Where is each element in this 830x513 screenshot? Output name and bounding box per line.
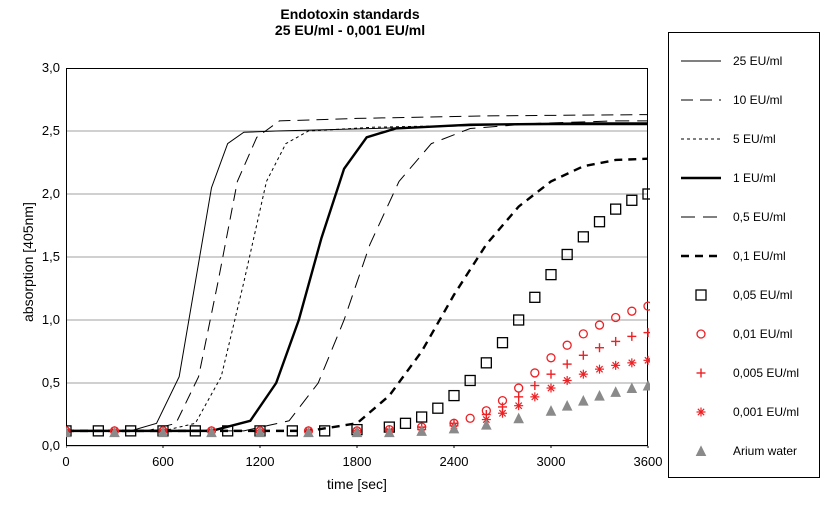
legend-item-s005: 0,05 EU/ml: [679, 275, 809, 314]
series-s001: [66, 302, 650, 435]
series-s10: [66, 115, 648, 431]
legend-item-s0001: 0,001 EU/ml: [679, 393, 809, 432]
y-tick-label: 0,0: [32, 438, 60, 453]
y-tick-label: 1,0: [32, 312, 60, 327]
chart-title-line2: 25 EU/ml - 0,001 EU/ml: [0, 22, 700, 38]
x-tick-label: 1200: [240, 454, 280, 469]
x-tick-label: 1800: [337, 454, 377, 469]
x-tick-label: 0: [46, 454, 86, 469]
legend-label: 25 EU/ml: [733, 54, 782, 68]
legend-label: 10 EU/ml: [733, 93, 782, 107]
y-tick-label: 1,5: [32, 249, 60, 264]
legend-item-s0005: 0,005 EU/ml: [679, 354, 809, 393]
legend-item-s001: 0,01 EU/ml: [679, 315, 809, 354]
legend-label: 0,01 EU/ml: [733, 327, 792, 341]
legend-item-s1: 1 EU/ml: [679, 158, 809, 197]
x-tick-label: 3000: [531, 454, 571, 469]
chart-title: Endotoxin standards 25 EU/ml - 0,001 EU/…: [0, 6, 700, 38]
legend-item-s5: 5 EU/ml: [679, 119, 809, 158]
series-s01: [66, 159, 648, 431]
legend-item-s05: 0,5 EU/ml: [679, 197, 809, 236]
legend-swatch: [679, 399, 723, 425]
legend-swatch: [679, 126, 723, 152]
plot-area: [66, 68, 650, 448]
legend-label: 5 EU/ml: [733, 132, 776, 146]
series-s0005: [66, 328, 650, 435]
legend-label: 0,5 EU/ml: [733, 210, 786, 224]
y-tick-label: 3,0: [32, 60, 60, 75]
legend-swatch: [679, 243, 723, 269]
legend-swatch: [679, 87, 723, 113]
legend-swatch: [679, 438, 723, 464]
series-s0001: [66, 356, 650, 436]
legend-label: Arium water: [733, 444, 797, 458]
legend-label: 0,1 EU/ml: [733, 249, 786, 263]
legend-swatch: [679, 48, 723, 74]
legend-label: 0,005 EU/ml: [733, 366, 799, 380]
chart-container: Endotoxin standards 25 EU/ml - 0,001 EU/…: [0, 0, 830, 513]
y-tick-label: 2,5: [32, 123, 60, 138]
legend: 25 EU/ml 10 EU/ml 5 EU/ml 1 EU/ml 0,5 EU/ml 0…: [668, 32, 820, 478]
legend-swatch: [679, 321, 723, 347]
legend-swatch: [679, 165, 723, 191]
x-tick-label: 600: [143, 454, 183, 469]
series-arium: [66, 381, 650, 437]
series-s005: [66, 189, 650, 436]
legend-swatch: [679, 360, 723, 386]
legend-swatch: [679, 282, 723, 308]
x-axis-title: time [sec]: [66, 476, 648, 492]
x-tick-label: 2400: [434, 454, 474, 469]
y-tick-label: 2,0: [32, 186, 60, 201]
legend-label: 0,05 EU/ml: [733, 288, 792, 302]
legend-item-s10: 10 EU/ml: [679, 80, 809, 119]
legend-item-s01: 0,1 EU/ml: [679, 236, 809, 275]
chart-title-line1: Endotoxin standards: [0, 6, 700, 22]
x-tick-label: 3600: [628, 454, 668, 469]
legend-label: 0,001 EU/ml: [733, 405, 799, 419]
legend-item-arium: Arium water: [679, 432, 809, 471]
legend-item-s25: 25 EU/ml: [679, 41, 809, 80]
series-s1: [66, 123, 648, 430]
series-s05: [66, 121, 648, 431]
series-s25: [66, 125, 648, 431]
legend-swatch: [679, 204, 723, 230]
legend-label: 1 EU/ml: [733, 171, 776, 185]
series-s5: [66, 123, 648, 430]
y-tick-label: 0,5: [32, 375, 60, 390]
